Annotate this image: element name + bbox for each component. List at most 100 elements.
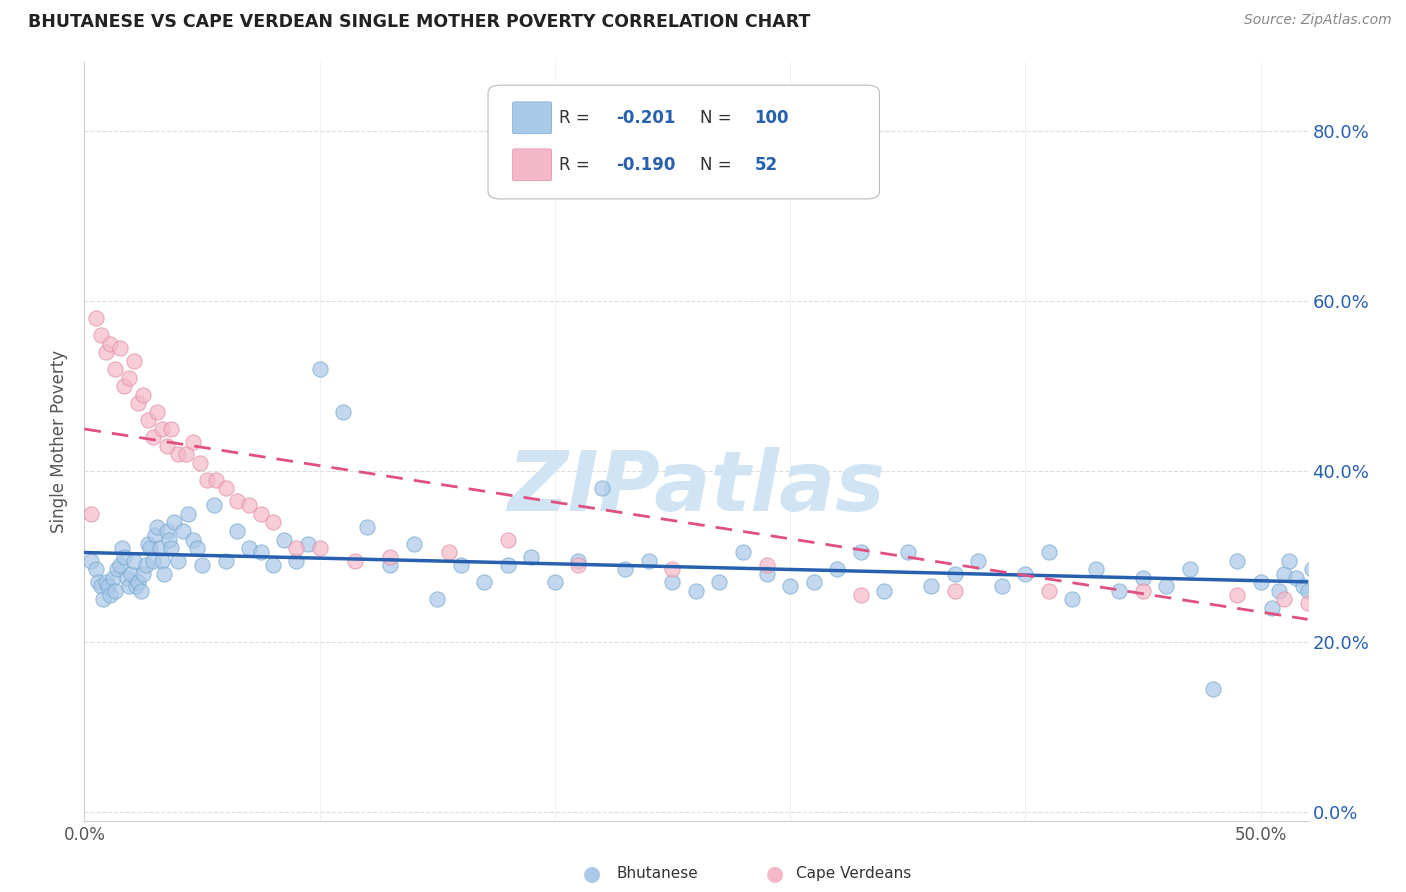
Point <box>214 554 236 568</box>
Point <box>897 545 920 559</box>
Text: Source: ZipAtlas.com: Source: ZipAtlas.com <box>1244 13 1392 28</box>
Point <box>94 345 117 359</box>
Point <box>825 562 848 576</box>
Point <box>149 541 172 555</box>
Point <box>1296 583 1319 598</box>
Text: ZIPatlas: ZIPatlas <box>508 447 884 527</box>
Point <box>108 558 131 572</box>
FancyBboxPatch shape <box>513 149 551 181</box>
Point <box>172 524 194 538</box>
Point <box>1296 596 1319 610</box>
Point <box>156 439 179 453</box>
Point <box>84 311 107 326</box>
Point <box>332 405 354 419</box>
Point <box>195 473 218 487</box>
Point <box>1226 554 1249 568</box>
Point <box>238 541 260 555</box>
Point <box>356 520 378 534</box>
Point <box>122 554 145 568</box>
Point <box>90 328 112 343</box>
Point <box>205 473 228 487</box>
Point <box>112 549 135 564</box>
Point <box>1292 579 1315 593</box>
Point <box>285 541 308 555</box>
Text: N =: N = <box>700 156 737 174</box>
Point <box>1315 583 1337 598</box>
Point <box>1339 588 1361 602</box>
Point <box>380 549 402 564</box>
Point <box>160 422 183 436</box>
Point <box>991 579 1014 593</box>
Point <box>1272 592 1295 607</box>
Point <box>202 499 225 513</box>
Point <box>127 396 149 410</box>
Point <box>755 558 778 572</box>
Point <box>98 588 121 602</box>
Point <box>132 566 155 581</box>
Point <box>779 579 801 593</box>
Point <box>104 362 127 376</box>
Point <box>129 583 152 598</box>
Point <box>191 558 214 572</box>
Point <box>1324 583 1347 598</box>
Point <box>108 341 131 355</box>
Point <box>1308 554 1330 568</box>
Point <box>249 507 271 521</box>
Point <box>450 558 472 572</box>
Point <box>188 456 211 470</box>
Point <box>567 554 589 568</box>
Point <box>343 554 366 568</box>
Point <box>567 558 589 572</box>
Point <box>496 558 519 572</box>
Point <box>1038 583 1060 598</box>
Text: Bhutanese: Bhutanese <box>616 866 699 881</box>
Point <box>105 562 128 576</box>
Text: N =: N = <box>700 109 737 127</box>
Point <box>167 554 190 568</box>
Point <box>91 592 114 607</box>
Point <box>1226 588 1249 602</box>
Point <box>1278 554 1301 568</box>
Text: ●: ● <box>766 863 785 884</box>
Point <box>1108 583 1130 598</box>
Point <box>873 583 896 598</box>
Point <box>1301 562 1323 576</box>
Point <box>943 566 966 581</box>
Point <box>380 558 402 572</box>
Point <box>685 583 707 598</box>
Point <box>1261 600 1284 615</box>
Point <box>920 579 942 593</box>
Y-axis label: Single Mother Poverty: Single Mother Poverty <box>51 350 69 533</box>
Point <box>262 558 284 572</box>
Point <box>1272 566 1295 581</box>
Point <box>142 430 165 444</box>
Point <box>731 545 754 559</box>
Point <box>1331 592 1354 607</box>
Point <box>94 575 117 590</box>
FancyBboxPatch shape <box>488 85 880 199</box>
Text: R =: R = <box>560 156 595 174</box>
Point <box>1084 562 1107 576</box>
Point <box>1178 562 1201 576</box>
Point <box>755 566 778 581</box>
Point <box>544 575 567 590</box>
Point <box>156 524 179 538</box>
Point <box>87 575 110 590</box>
Point <box>285 554 308 568</box>
Point <box>638 554 661 568</box>
Point <box>153 566 176 581</box>
Point <box>1343 596 1365 610</box>
Point <box>1156 579 1178 593</box>
Point <box>661 562 683 576</box>
Point <box>150 422 173 436</box>
Point <box>1308 592 1330 607</box>
Point <box>249 545 271 559</box>
Point <box>614 562 637 576</box>
Point <box>186 541 208 555</box>
Point <box>967 554 990 568</box>
Point <box>661 575 683 590</box>
Text: ●: ● <box>583 863 602 884</box>
Point <box>132 387 155 401</box>
Point <box>112 379 135 393</box>
Point <box>146 520 169 534</box>
